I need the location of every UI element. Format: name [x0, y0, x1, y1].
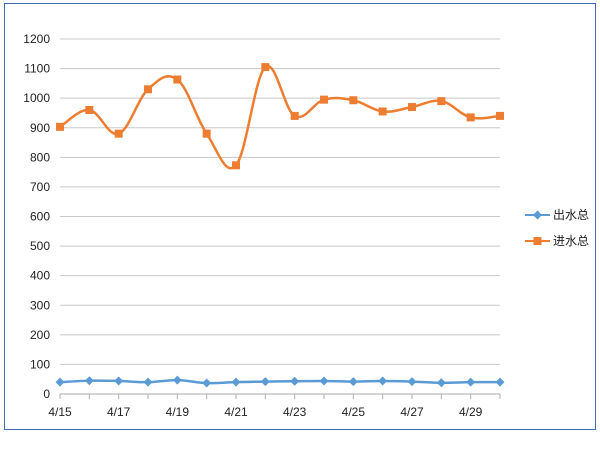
data-point [466, 377, 476, 387]
x-tick-label: 4/21 [224, 405, 248, 419]
y-tick-label: 200 [30, 328, 50, 342]
legend-marker [533, 210, 542, 220]
y-tick-label: 500 [30, 239, 50, 253]
legend-entry: 进水总 [525, 234, 589, 248]
series-line [59, 64, 501, 170]
data-point [320, 95, 328, 104]
data-point [496, 111, 504, 120]
y-tick-label: 900 [30, 121, 50, 135]
data-point [378, 376, 388, 386]
y-tick-label: 300 [30, 298, 50, 312]
data-point [290, 376, 300, 386]
data-point [114, 376, 124, 386]
data-point [56, 122, 64, 131]
x-tick-label: 4/29 [459, 405, 483, 419]
legend-label: 进水总 [553, 234, 589, 248]
data-point [173, 75, 182, 84]
y-tick-label: 1200 [23, 32, 50, 46]
x-tick-label: 4/19 [166, 405, 190, 419]
data-point [436, 378, 446, 388]
data-point [260, 377, 270, 387]
y-tick-label: 1000 [23, 91, 50, 105]
chart-frame: 0 100 200 300 400 500 600 700 800 900 1000 1100 1200… [4, 3, 596, 430]
legend-entry: 出水总 [525, 208, 589, 222]
data-point [495, 377, 505, 387]
data-point [349, 96, 358, 105]
data-point [172, 375, 182, 385]
legend-marker [533, 237, 542, 245]
y-tick-label: 800 [30, 150, 50, 164]
data-point [202, 129, 211, 138]
data-point [202, 378, 212, 388]
data-point [232, 161, 240, 170]
data-point [466, 113, 475, 122]
series-outflow [55, 375, 505, 388]
x-tick-label: 4/23 [283, 405, 307, 419]
data-point [261, 63, 270, 72]
x-tick-label: 4/15 [48, 405, 72, 419]
data-point [437, 97, 446, 106]
data-point [55, 377, 65, 387]
gridlines [60, 38, 500, 365]
x-tick-label: 4/17 [107, 405, 131, 419]
data-point [84, 376, 94, 386]
data-point [408, 103, 416, 112]
axes: 0 100 200 300 400 500 600 700 800 900 1000 1100 1200… [23, 32, 501, 419]
series-layer [55, 63, 505, 388]
x-tick-label: 4/25 [342, 405, 366, 419]
data-point [290, 111, 299, 120]
y-tick-label: 700 [30, 180, 50, 194]
y-tick-label: 600 [30, 210, 50, 224]
data-point [378, 107, 387, 116]
data-point [114, 129, 123, 138]
data-point [319, 376, 329, 386]
legend-label: 出水总 [553, 208, 589, 222]
x-tick-label: 4/27 [400, 405, 424, 419]
series-line [59, 378, 501, 385]
y-tick-label: 100 [30, 357, 50, 371]
data-point [144, 85, 152, 94]
y-tick-label: 400 [30, 269, 50, 283]
line-chart: 0 100 200 300 400 500 600 700 800 900 1000 1100 1200… [23, 32, 589, 419]
y-tick-label: 0 [43, 387, 50, 401]
data-point [143, 377, 153, 387]
y-tick-label: 1100 [24, 62, 50, 76]
data-point [407, 377, 417, 387]
data-point [348, 377, 358, 387]
data-point [231, 377, 241, 387]
data-point [85, 106, 94, 114]
series-inflow [56, 63, 504, 170]
